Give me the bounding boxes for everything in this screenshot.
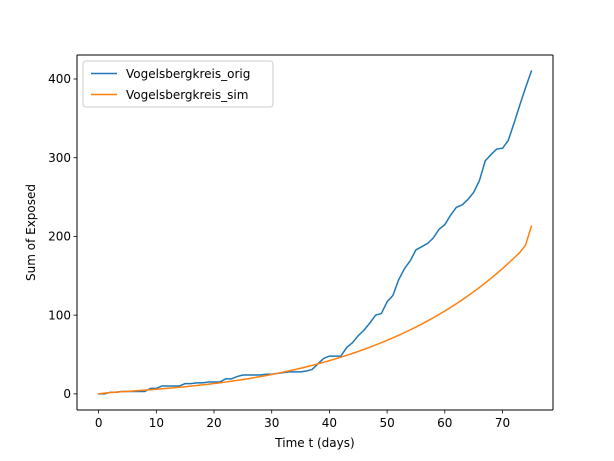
legend-label-sim: Vogelsbergkreis_sim [126, 88, 248, 102]
x-axis-ticks: 0 10 20 30 40 50 60 70 [95, 410, 510, 430]
y-axis-ticks: 0 100 200 300 400 [48, 72, 77, 401]
y-tick-label: 300 [48, 151, 71, 165]
x-axis-label: Time t (days) [274, 436, 354, 450]
x-tick-label: 50 [379, 416, 394, 430]
x-tick-label: 0 [95, 416, 103, 430]
x-tick-label: 40 [322, 416, 337, 430]
x-tick-label: 20 [206, 416, 221, 430]
y-tick-label: 0 [63, 387, 71, 401]
x-tick-label: 10 [149, 416, 164, 430]
series-line-1 [97, 225, 533, 395]
y-tick-label: 100 [48, 308, 71, 322]
y-axis-label: Sum of Exposed [24, 184, 38, 281]
y-tick-label: 200 [48, 230, 71, 244]
legend: Vogelsbergkreis_orig Vogelsbergkreis_sim [82, 60, 274, 108]
x-tick-label: 30 [264, 416, 279, 430]
y-tick-label: 400 [48, 72, 71, 86]
legend-label-orig: Vogelsbergkreis_orig [126, 67, 250, 81]
x-tick-label: 60 [437, 416, 452, 430]
series-line-0 [97, 70, 533, 395]
legend-box [82, 60, 274, 108]
series-lines [97, 70, 533, 395]
x-tick-label: 70 [495, 416, 510, 430]
